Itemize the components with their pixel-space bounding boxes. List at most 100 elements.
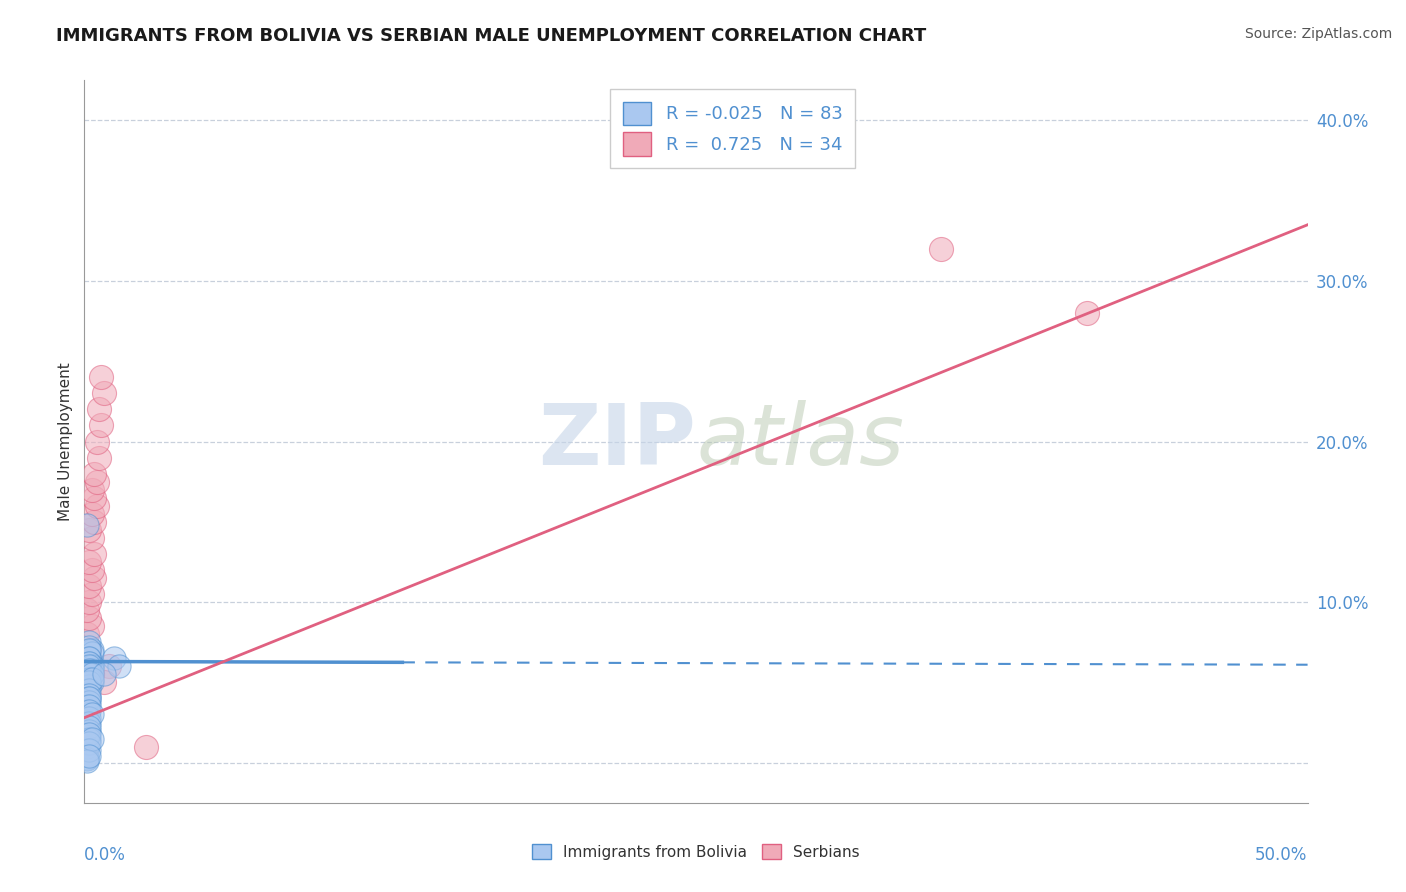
- Point: [86, 499, 108, 513]
- Point: [76, 715, 98, 730]
- Point: [77, 555, 100, 569]
- Text: ZIP: ZIP: [538, 400, 696, 483]
- Point: [76, 754, 98, 768]
- Point: [77, 715, 100, 730]
- Point: [76, 752, 98, 766]
- Point: [76, 711, 98, 725]
- Point: [80, 675, 103, 690]
- Point: [77, 611, 100, 625]
- Point: [77, 691, 100, 706]
- Point: [76, 688, 98, 702]
- Point: [76, 663, 98, 677]
- Point: [76, 699, 98, 714]
- Point: [135, 739, 157, 754]
- Point: [77, 683, 100, 698]
- Point: [80, 663, 103, 677]
- Point: [77, 711, 100, 725]
- Point: [76, 707, 98, 722]
- Point: [929, 242, 952, 256]
- Point: [87, 450, 110, 465]
- Point: [77, 743, 100, 757]
- Y-axis label: Male Unemployment: Male Unemployment: [58, 362, 73, 521]
- Point: [80, 507, 103, 521]
- Point: [87, 402, 110, 417]
- Point: [76, 667, 98, 681]
- Point: [76, 663, 98, 677]
- Point: [76, 731, 98, 746]
- Point: [80, 619, 103, 633]
- Point: [77, 720, 100, 734]
- Point: [76, 603, 98, 617]
- Point: [77, 731, 100, 746]
- Point: [80, 655, 103, 669]
- Point: [97, 659, 120, 673]
- Point: [86, 475, 108, 489]
- Point: [77, 688, 100, 702]
- Point: [77, 663, 100, 677]
- Point: [80, 667, 103, 681]
- Point: [77, 643, 100, 657]
- Point: [76, 675, 98, 690]
- Point: [90, 418, 112, 433]
- Legend: R = -0.025   N = 83, R =  0.725   N = 34: R = -0.025 N = 83, R = 0.725 N = 34: [610, 89, 855, 169]
- Point: [83, 491, 105, 505]
- Point: [93, 667, 115, 681]
- Point: [76, 627, 98, 641]
- Point: [77, 635, 100, 649]
- Point: [76, 747, 98, 762]
- Point: [77, 643, 100, 657]
- Point: [80, 531, 103, 545]
- Text: atlas: atlas: [696, 400, 904, 483]
- Point: [93, 675, 115, 690]
- Point: [77, 651, 100, 665]
- Point: [76, 688, 98, 702]
- Point: [83, 547, 105, 561]
- Point: [76, 704, 98, 718]
- Point: [77, 667, 100, 681]
- Point: [77, 749, 100, 764]
- Point: [1076, 306, 1098, 320]
- Point: [76, 679, 98, 693]
- Point: [77, 651, 100, 665]
- Point: [76, 651, 98, 665]
- Point: [76, 727, 98, 741]
- Point: [77, 723, 100, 738]
- Point: [77, 640, 100, 654]
- Point: [76, 683, 98, 698]
- Point: [83, 515, 105, 529]
- Point: [77, 675, 100, 690]
- Point: [80, 731, 103, 746]
- Text: 0.0%: 0.0%: [84, 847, 127, 864]
- Point: [77, 704, 100, 718]
- Point: [76, 667, 98, 681]
- Point: [80, 659, 103, 673]
- Point: [77, 699, 100, 714]
- Point: [80, 643, 103, 657]
- Point: [80, 587, 103, 601]
- Point: [80, 659, 103, 673]
- Point: [76, 679, 98, 693]
- Point: [80, 483, 103, 497]
- Point: [77, 595, 100, 609]
- Text: Source: ZipAtlas.com: Source: ZipAtlas.com: [1244, 27, 1392, 41]
- Point: [107, 659, 129, 673]
- Point: [76, 739, 98, 754]
- Point: [77, 727, 100, 741]
- Point: [80, 563, 103, 577]
- Point: [77, 656, 100, 670]
- Point: [80, 672, 103, 686]
- Point: [83, 571, 105, 585]
- Point: [80, 647, 103, 661]
- Point: [76, 671, 98, 685]
- Point: [77, 656, 100, 670]
- Point: [77, 672, 100, 686]
- Point: [93, 386, 115, 401]
- Text: 50.0%: 50.0%: [1256, 847, 1308, 864]
- Point: [77, 579, 100, 593]
- Point: [80, 707, 103, 722]
- Point: [76, 683, 98, 698]
- Point: [103, 651, 125, 665]
- Point: [76, 659, 98, 673]
- Point: [77, 656, 100, 670]
- Point: [77, 736, 100, 750]
